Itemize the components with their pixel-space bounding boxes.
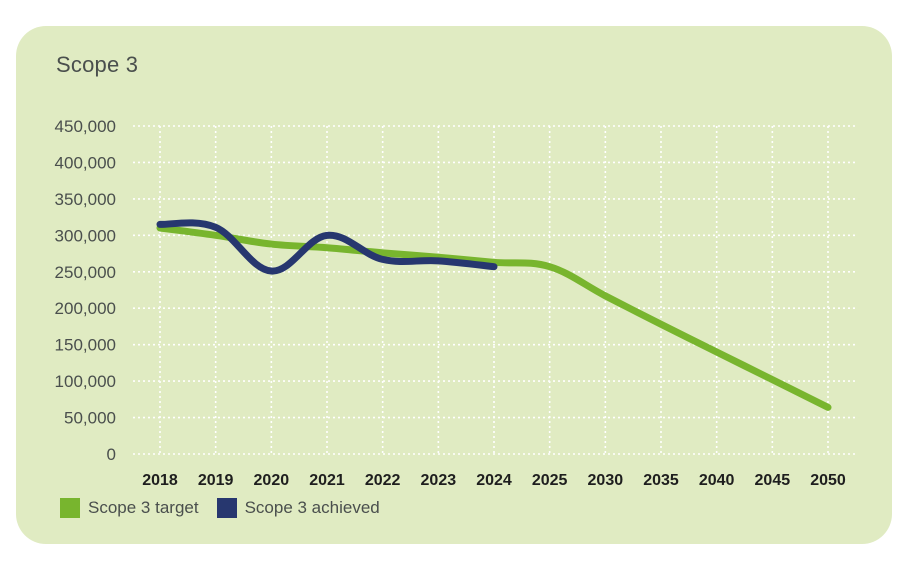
- gridlines: [133, 125, 858, 455]
- x-tick-label: 2035: [643, 472, 679, 489]
- series-lines: [156, 219, 832, 411]
- y-tick-label: 150,000: [55, 336, 116, 355]
- x-tick-label: 2030: [588, 472, 624, 489]
- y-tick-label: 400,000: [55, 153, 116, 172]
- y-tick-label: 450,000: [55, 117, 116, 136]
- x-axis-ticks: 2018 2019 2020 2021 2022 2023 2024 2025 2030 2035…: [142, 472, 846, 489]
- x-tick-label: 2024: [476, 472, 512, 489]
- x-tick-label: 2019: [198, 472, 234, 489]
- y-tick-label: 250,000: [55, 263, 116, 282]
- legend-swatch-target: [60, 498, 80, 518]
- x-tick-label: 2022: [365, 472, 401, 489]
- x-tick-label: 2025: [532, 472, 568, 489]
- y-tick-label: 200,000: [55, 299, 116, 318]
- y-tick-label: 350,000: [55, 190, 116, 209]
- y-tick-label: 50,000: [64, 409, 116, 428]
- legend-item-target: Scope 3 target: [60, 498, 199, 518]
- y-axis-ticks: 450,000 400,000 350,000 300,000 250,000 200,0…: [55, 117, 116, 464]
- y-tick-label: 0: [107, 445, 116, 464]
- legend: Scope 3 target Scope 3 achieved: [60, 498, 398, 518]
- y-tick-label: 300,000: [55, 226, 116, 245]
- series-line-achieved: [156, 219, 498, 275]
- chart-card: [16, 26, 892, 544]
- x-tick-label: 2018: [142, 472, 178, 489]
- legend-swatch-achieved: [216, 498, 237, 518]
- x-tick-label: 2040: [699, 472, 735, 489]
- legend-item-achieved: Scope 3 achieved: [216, 498, 380, 518]
- x-tick-label: 2023: [421, 472, 457, 489]
- series-line-target: [156, 224, 832, 411]
- x-tick-label: 2020: [254, 472, 290, 489]
- chart-title: Scope 3: [56, 52, 139, 77]
- x-tick-label: 2050: [810, 472, 846, 489]
- x-tick-label: 2045: [755, 472, 791, 489]
- y-tick-label: 100,000: [55, 372, 116, 391]
- legend-label-target: Scope 3 target: [88, 498, 199, 517]
- legend-label-achieved: Scope 3 achieved: [244, 498, 380, 517]
- x-tick-label: 2021: [309, 472, 345, 489]
